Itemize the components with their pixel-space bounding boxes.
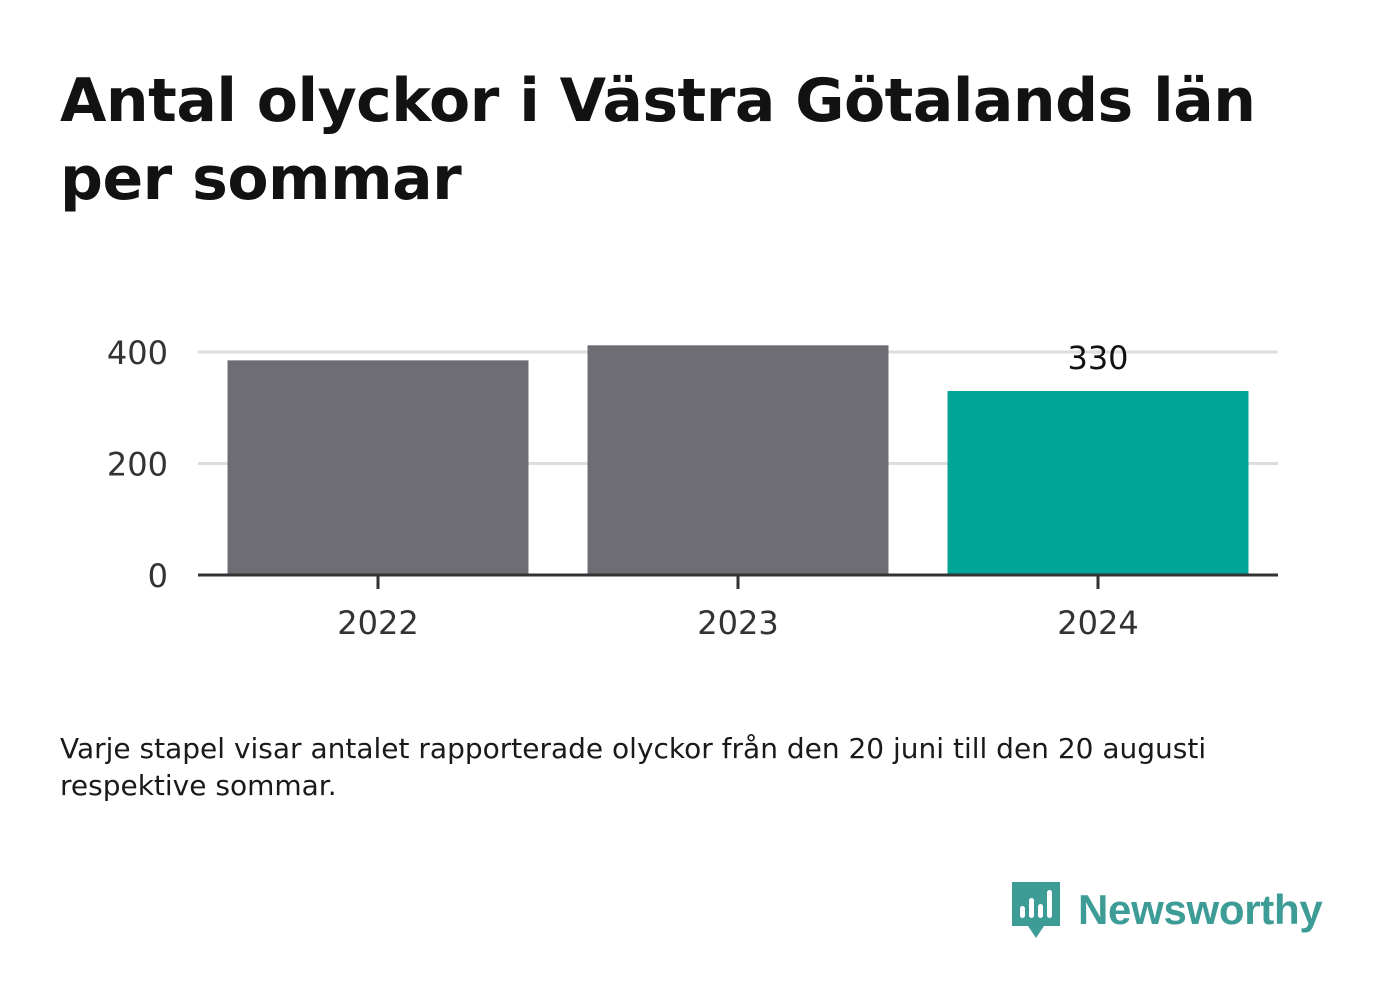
bar — [587, 345, 889, 575]
y-tick-label: 400 — [107, 334, 168, 372]
newsworthy-logo: Newsworthy — [1010, 878, 1323, 942]
data-label: 330 — [1067, 339, 1128, 377]
y-tick-label: 200 — [107, 446, 168, 484]
x-tick-label: 2022 — [337, 604, 418, 642]
newsworthy-logo-icon — [1012, 882, 1060, 938]
bar — [947, 391, 1249, 575]
chart-title: Antal olyckor i Västra Götalands län per… — [60, 66, 1256, 214]
bar-chart: 0 200 400 2022 2023 2024 330 — [107, 334, 1278, 642]
chart-footnote: Varje stapel visar antalet rapporterade … — [60, 732, 1207, 802]
x-tick-label: 2023 — [697, 604, 778, 642]
bar — [227, 360, 529, 575]
bars — [227, 345, 1249, 575]
y-tick-label: 0 — [148, 557, 168, 595]
brand-name: Newsworthy — [1078, 886, 1323, 933]
labels: 0 200 400 2022 2023 2024 330 — [107, 334, 1139, 642]
x-axis — [198, 573, 1278, 589]
x-tick-label: 2024 — [1057, 604, 1138, 642]
